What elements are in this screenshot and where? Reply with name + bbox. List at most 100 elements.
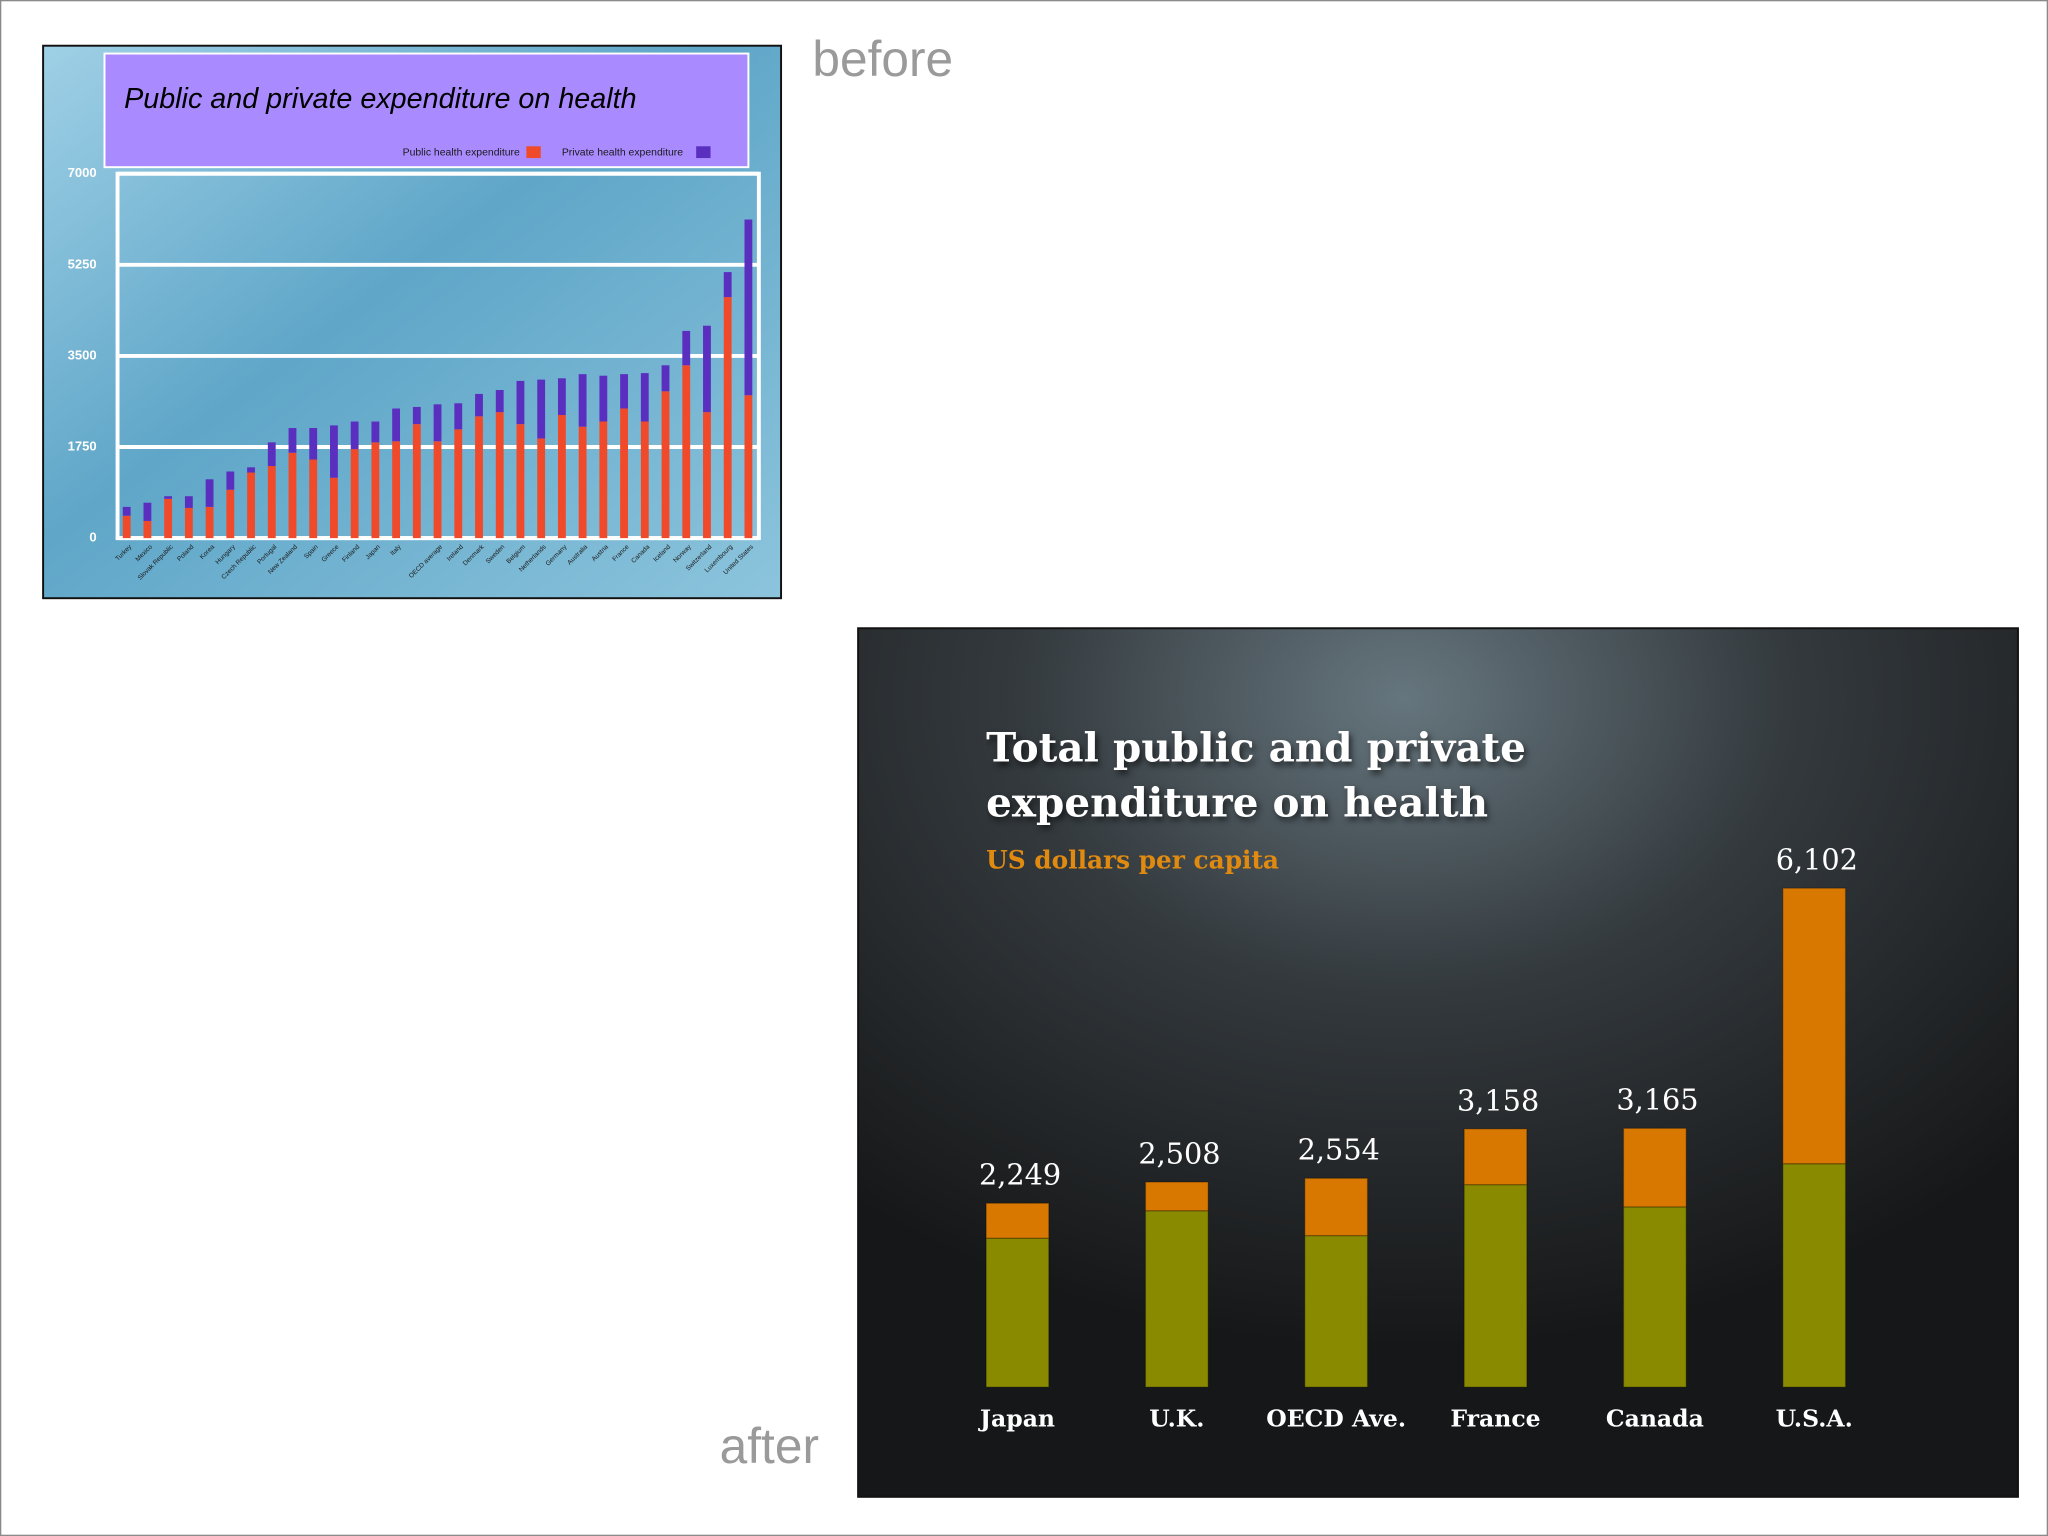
bar-segment bbox=[454, 429, 463, 539]
bar-segment bbox=[682, 365, 691, 539]
bar-segment bbox=[392, 441, 401, 539]
bar-segment bbox=[164, 496, 173, 499]
bar-segment bbox=[557, 378, 566, 416]
bar-segment bbox=[247, 472, 255, 539]
bar-segment bbox=[537, 438, 546, 539]
bar-segment bbox=[723, 297, 732, 539]
y-tick-label: 0 bbox=[89, 530, 96, 545]
bar-segment bbox=[350, 449, 359, 539]
after-label: after bbox=[720, 1418, 819, 1474]
bar-segment bbox=[350, 421, 359, 450]
bar-segment bbox=[371, 421, 380, 443]
x-tick-label: U.K. bbox=[1149, 1404, 1204, 1432]
bar-segment bbox=[640, 421, 649, 539]
bar-segment bbox=[330, 425, 338, 478]
value-label: 2,249 bbox=[979, 1158, 1061, 1192]
bar-segment bbox=[1304, 1234, 1369, 1388]
bar-segment bbox=[1782, 1163, 1847, 1388]
bar-segment bbox=[288, 452, 297, 539]
value-label: 2,554 bbox=[1298, 1133, 1380, 1167]
bar-segment bbox=[985, 1237, 1050, 1388]
bar-segment bbox=[599, 375, 608, 422]
bar-segment bbox=[371, 442, 380, 539]
after-chart: Japan 2,249 U.K. 2,508 OECD Ave. 2,554 France 3… bbox=[978, 843, 1858, 1433]
legend-swatch bbox=[696, 146, 711, 159]
bar-segment bbox=[184, 496, 193, 508]
bar-segment bbox=[723, 272, 732, 298]
title-box bbox=[103, 52, 750, 169]
bar-segment bbox=[1622, 1206, 1687, 1388]
bar-segment bbox=[205, 506, 214, 539]
bar-segment bbox=[412, 406, 421, 425]
bar-segment bbox=[226, 471, 235, 490]
bar-segment bbox=[985, 1202, 1050, 1239]
bar-segment bbox=[1144, 1181, 1209, 1212]
bar-segment bbox=[557, 415, 566, 539]
bar-segment bbox=[143, 520, 152, 539]
bar-segment bbox=[412, 424, 421, 539]
chart-subtitle: US dollars per capita bbox=[986, 846, 1279, 875]
bar-segment bbox=[247, 467, 255, 473]
bar-segment bbox=[1463, 1128, 1528, 1186]
legend-label: Public health expenditure bbox=[403, 148, 520, 159]
bar-segment bbox=[703, 412, 711, 539]
title-box: Total public and private expenditure on … bbox=[986, 724, 1526, 827]
bar-segment bbox=[661, 391, 670, 539]
bar-segment bbox=[1463, 1183, 1528, 1388]
x-tick-label: OECD Ave. bbox=[1266, 1404, 1406, 1432]
bar-segment bbox=[620, 408, 628, 539]
bar-segment bbox=[433, 404, 442, 442]
bar-segment bbox=[682, 330, 691, 366]
bar-segment bbox=[475, 393, 483, 417]
bar-segment bbox=[309, 428, 318, 460]
bar-segment bbox=[143, 502, 152, 521]
bar-segment bbox=[703, 325, 711, 413]
value-label: 3,158 bbox=[1457, 1083, 1539, 1117]
bar-segment bbox=[475, 416, 483, 539]
bar-segment bbox=[267, 442, 276, 467]
y-tick-label: 7000 bbox=[68, 165, 97, 180]
chart-title: Total public and private expenditure on … bbox=[986, 724, 1526, 827]
bar-segment bbox=[433, 441, 442, 539]
bar-segment bbox=[184, 507, 193, 539]
bar-segment bbox=[516, 424, 525, 539]
bar-segment bbox=[744, 395, 753, 539]
bar-segment bbox=[330, 477, 338, 539]
bar-segment bbox=[578, 374, 587, 427]
bar-segment bbox=[516, 380, 525, 425]
bar-segment bbox=[1304, 1177, 1369, 1237]
y-tick-label: 1750 bbox=[68, 438, 97, 453]
value-label: 3,165 bbox=[1616, 1083, 1698, 1117]
bar-segment bbox=[288, 428, 297, 453]
x-tick-label: Canada bbox=[1606, 1404, 1704, 1432]
legend-swatch bbox=[526, 146, 541, 159]
bar-segment bbox=[226, 489, 235, 539]
bar-segment bbox=[640, 373, 649, 422]
bar-segment bbox=[392, 408, 401, 442]
bar-segment bbox=[578, 426, 587, 539]
bar-segment bbox=[267, 466, 276, 539]
bar-segment bbox=[309, 459, 318, 539]
value-label: 6,102 bbox=[1776, 843, 1858, 877]
bar-segment bbox=[1622, 1127, 1687, 1208]
bar-segment bbox=[495, 412, 504, 539]
bar-segment bbox=[744, 219, 753, 396]
chart-title: Public and private expenditure on health bbox=[124, 83, 637, 115]
bar-segment bbox=[122, 515, 131, 539]
x-tick-label: U.S.A. bbox=[1776, 1404, 1853, 1432]
bar-segment bbox=[205, 479, 214, 507]
x-tick-label: Japan bbox=[978, 1404, 1055, 1432]
y-tick-label: 3500 bbox=[68, 347, 97, 362]
bar-segment bbox=[1144, 1210, 1209, 1388]
legend-label: Private health expenditure bbox=[562, 148, 683, 159]
before-label: before bbox=[812, 31, 953, 87]
bar-segment bbox=[620, 374, 628, 409]
value-label: 2,508 bbox=[1138, 1136, 1220, 1170]
bar-segment bbox=[599, 421, 608, 539]
bar-segment bbox=[1782, 887, 1847, 1165]
bar-segment bbox=[164, 498, 173, 539]
bar-segment bbox=[537, 379, 546, 439]
y-tick-label: 5250 bbox=[68, 256, 97, 271]
